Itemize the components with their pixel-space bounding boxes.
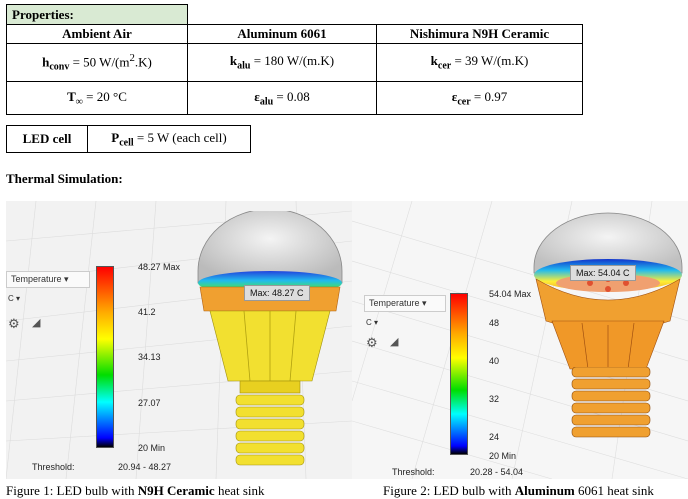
threshold-label: Threshold: [392,467,435,477]
unit-dropdown[interactable]: C ▾ [366,318,379,327]
led-label: LED cell [6,125,88,153]
tick-3: 40 [489,356,500,366]
p-cell-value: Pcell = 5 W (each cell) [87,125,251,153]
thermal-title: Thermal Simulation: [6,171,123,186]
tick-2: 48 [489,318,500,328]
bulb-ceramic-model [197,211,343,466]
gear-icon[interactable]: ⚙ [366,335,378,350]
e-alu-cell: εalu = 0.08 [187,81,377,115]
h-conv-cell: hconv = 50 W/(m2.K) [6,43,188,82]
k-alu-cell: kalu = 180 W/(m.K) [187,43,377,82]
temperature-legend-bar [450,293,468,455]
properties-table: Properties: Ambient Air Aluminum 6061 Ni… [6,4,583,115]
gear-icon[interactable]: ⚙ [8,316,20,331]
unit-dropdown[interactable]: C ▾ [8,294,21,303]
tick-4: 32 [489,394,500,404]
col-ceramic: Nishimura N9H Ceramic [376,24,583,44]
tick-3: 34.13 [138,352,161,362]
k-cer-cell: kcer = 39 W/(m.K) [376,43,583,82]
threshold-range: 20.94 - 48.27 [118,462,172,472]
tick-min: 20 Min [489,451,517,461]
tick-5: 24 [489,432,500,442]
tick-4: 27.07 [138,398,161,408]
led-table: LED cell Pcell = 5 W (each cell) [6,125,251,153]
bulb-aluminum-screw-base [571,367,651,438]
tick-max: 54.04 Max [489,289,532,299]
properties-heading: Properties: [6,4,188,25]
threshold-range: 20.28 - 54.04 [470,467,524,477]
tick-max: 48.27 Max [138,262,181,272]
temperature-dropdown[interactable]: Temperature ▾ [6,271,90,288]
tick-min: 20 Min [138,443,166,453]
figure-2-caption: Figure 2: LED bulb with Aluminum 6061 he… [383,483,654,498]
figure-1-caption: Figure 1: LED bulb with N9H Ceramic heat… [6,483,265,498]
col-ambient-air: Ambient Air [6,24,188,44]
tick-2: 41.2 [138,307,156,317]
figure-2-viewport[interactable]: Temperature ▾ C ▾ ⚙ ◢ 54.04 Max 48 40 32… [352,201,688,479]
col-aluminum: Aluminum 6061 [187,24,377,44]
edit-icon[interactable]: ◢ [32,317,41,329]
figure-1-viewport[interactable]: Temperature ▾ C ▾ ⚙ ◢ 48.27 Max 41.2 34.… [6,201,352,479]
temperature-legend-bar [96,266,114,448]
threshold-label: Threshold: [32,462,75,472]
edit-icon[interactable]: ◢ [390,336,399,348]
spacer [188,5,583,25]
max-temperature-label: Max: 54.04 C [570,265,636,281]
temperature-dropdown[interactable]: Temperature ▾ [364,295,446,312]
max-temperature-label: Max: 48.27 C [244,285,310,301]
e-cer-cell: εcer = 0.97 [376,81,583,115]
t-inf-cell: T∞ = 20 °C [6,81,188,115]
